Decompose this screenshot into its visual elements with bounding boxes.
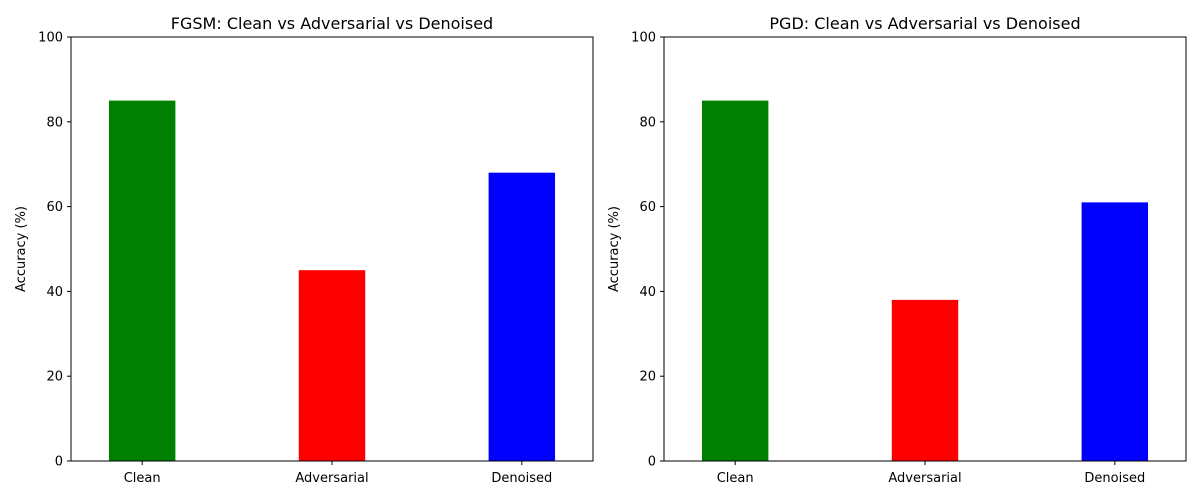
bar-adversarial [891, 299, 959, 461]
x-tick-label: Clean [124, 471, 161, 486]
bar-denoised [488, 172, 556, 461]
chart-title: PGD: Clean vs Adversarial vs Denoised [769, 14, 1080, 33]
x-tick-label: Denoised [1084, 471, 1145, 486]
bar-clean [108, 100, 176, 461]
x-tick-label: Adversarial [888, 471, 961, 486]
y-tick-label: 80 [46, 115, 63, 130]
bar-adversarial [298, 270, 366, 461]
chart-panel-pgd: 0 20 40 60 80 100 Clean Adversarial Denoised PGD:… [607, 14, 1187, 486]
bar-clean [701, 100, 769, 461]
chart-panel-fgsm: 0 20 40 60 80 100 Clean Adversarial Denoised FGSM… [14, 14, 594, 486]
y-tick-label: 60 [639, 200, 656, 215]
x-tick-label: Clean [717, 471, 754, 486]
y-tick-label: 100 [38, 31, 63, 46]
chart-title: FGSM: Clean vs Adversarial vs Denoised [171, 14, 493, 33]
y-tick-label: 20 [46, 370, 63, 385]
y-tick-label: 60 [46, 200, 63, 215]
x-tick-label: Denoised [491, 471, 552, 486]
y-tick-label: 40 [46, 285, 63, 300]
bar-denoised [1081, 202, 1149, 462]
y-tick-label: 40 [639, 285, 656, 300]
y-tick-label: 100 [631, 31, 656, 46]
y-tick-label: 0 [55, 455, 63, 470]
y-tick-label: 0 [648, 455, 656, 470]
y-axis-label: Accuracy (%) [607, 206, 622, 292]
y-tick-label: 20 [639, 370, 656, 385]
y-axis-label: Accuracy (%) [14, 206, 29, 292]
y-tick-label: 80 [639, 115, 656, 130]
x-tick-label: Adversarial [295, 471, 368, 486]
